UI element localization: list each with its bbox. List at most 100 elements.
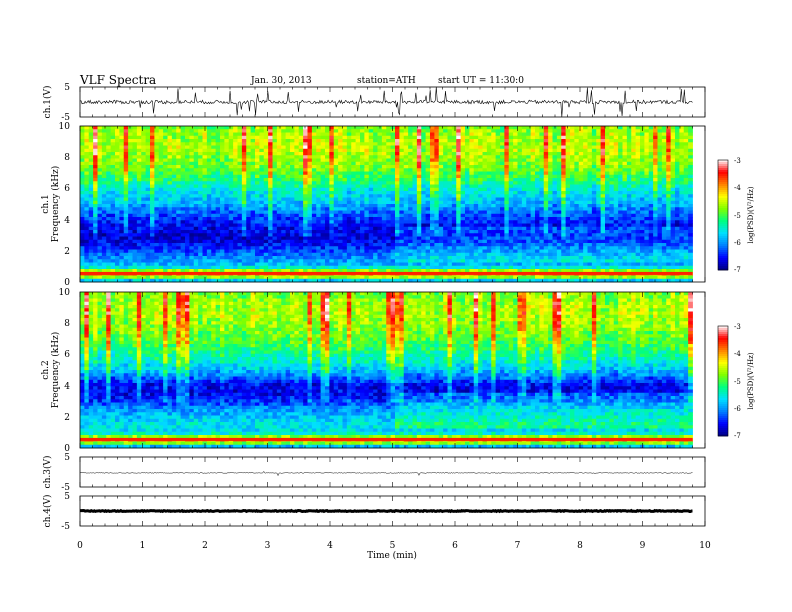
- spectrogram-cell: [473, 174, 479, 179]
- spectrogram-cell: [237, 259, 243, 263]
- spectrogram-cell: [298, 217, 304, 221]
- spectrogram-cell: [220, 139, 225, 143]
- spectrogram-cell: [338, 187, 343, 192]
- spectrogram-cell: [233, 223, 238, 228]
- spectrogram-cell: [154, 226, 160, 231]
- spectrogram-cell: [215, 142, 221, 146]
- spectrogram-cell: [526, 171, 532, 176]
- spectrogram-cell: [465, 148, 470, 153]
- spectrogram-cell: [508, 275, 514, 280]
- spectrogram-cell: [298, 220, 304, 224]
- spectrogram-cell: [408, 129, 413, 133]
- spectrogram-cell: [486, 259, 492, 263]
- spectrogram-cell: [447, 174, 453, 179]
- spectrogram-cell: [473, 217, 479, 221]
- spectrogram-cell: [171, 152, 177, 156]
- spectrogram-cell: [447, 278, 453, 283]
- spectrogram-cell: [430, 184, 435, 189]
- spectrogram-cell: [106, 220, 112, 224]
- spectrogram-cell: [311, 139, 317, 143]
- spectrogram-cell: [399, 275, 405, 280]
- spectrogram-cell: [526, 204, 532, 208]
- spectrogram-cell: [390, 246, 396, 250]
- spectrogram-cell: [434, 171, 440, 176]
- spectrogram-cell: [521, 126, 527, 130]
- spectrogram-cell: [93, 132, 98, 137]
- spectrogram-cell: [320, 243, 326, 247]
- spectrogram-cell: [447, 129, 453, 133]
- spectrogram-cell: [263, 191, 269, 195]
- spectrogram-cell: [311, 213, 317, 218]
- spectrogram-cell: [220, 148, 225, 153]
- spectrogram-cell: [198, 236, 203, 241]
- spectrogram-cell: [255, 152, 260, 156]
- spectrogram-cell: [425, 210, 431, 215]
- spectrogram-cell: [320, 191, 326, 195]
- spectrogram-cell: [285, 259, 291, 263]
- spectrogram-cell: [93, 246, 98, 250]
- spectrogram-cell: [469, 152, 475, 156]
- spectrogram-cell: [368, 210, 374, 215]
- spectrogram-cell: [132, 213, 138, 218]
- spectrogram-cell: [206, 217, 212, 221]
- spectrogram-cell: [368, 129, 374, 133]
- spectrogram-cell: [469, 204, 475, 208]
- spectrogram-cell: [504, 135, 510, 140]
- spectrogram-cell: [298, 200, 304, 205]
- spectrogram-cell: [447, 200, 453, 205]
- spectrogram-cell: [224, 246, 230, 250]
- spectrogram-cell: [456, 259, 462, 263]
- spectrogram-cell: [495, 226, 501, 231]
- spectrogram-cell: [438, 155, 444, 159]
- spectrogram-cell: [198, 184, 203, 189]
- start-time-label: start UT = 11:30:0: [438, 76, 524, 86]
- spectrogram-cell: [154, 152, 160, 156]
- spectrogram-cell: [311, 129, 317, 133]
- spectrogram-cell: [198, 129, 203, 133]
- spectrogram-cell: [176, 259, 182, 263]
- spectrogram-cell: [176, 197, 182, 202]
- spectrogram-cell: [119, 278, 125, 283]
- spectrogram-cell: [80, 265, 85, 270]
- spectrogram-cell: [377, 249, 383, 254]
- spectrogram-cell: [154, 184, 160, 189]
- spectrogram-cell: [185, 204, 190, 208]
- spectrogram-cell: [504, 226, 510, 231]
- spectrogram-cell: [132, 181, 138, 185]
- spectrogram-cell: [508, 278, 514, 283]
- spectrogram-cell: [211, 249, 217, 254]
- spectrogram-cell: [285, 152, 291, 156]
- spectrogram-cell: [325, 269, 330, 273]
- spectrogram-cell: [408, 174, 413, 179]
- spectrogram-cell: [307, 243, 313, 247]
- spectrogram-cell: [390, 269, 396, 273]
- spectrogram-cell: [255, 129, 260, 133]
- spectrogram-cell: [338, 243, 343, 247]
- spectrogram-cell: [246, 155, 252, 159]
- spectrogram-cell: [351, 217, 357, 221]
- spectrogram-cell: [88, 230, 94, 234]
- spectrogram-cell: [460, 220, 466, 224]
- spectrogram-cell: [189, 171, 195, 176]
- spectrogram-cell: [101, 233, 107, 237]
- spectrogram-cell: [154, 126, 160, 130]
- spectrogram-cell: [451, 178, 457, 182]
- spectrogram-cell: [342, 187, 348, 192]
- spectrogram-cell: [338, 269, 343, 273]
- spectrogram-cell: [521, 145, 527, 150]
- spectrogram-cell: [425, 194, 431, 198]
- spectrogram-cell: [473, 256, 479, 260]
- spectrogram-cell: [469, 223, 475, 228]
- spectrogram-cell: [421, 204, 427, 208]
- spectrogram-cell: [303, 249, 308, 254]
- spectrogram-cell: [386, 207, 392, 211]
- spectrogram-cell: [307, 233, 313, 237]
- spectrogram-cell: [80, 174, 85, 179]
- spectrogram-cell: [329, 213, 335, 218]
- spectrogram-cell: [272, 126, 278, 130]
- spectrogram-cell: [399, 148, 405, 153]
- spectrogram-cell: [434, 249, 440, 254]
- spectrogram-cell: [281, 194, 287, 198]
- spectrogram-cell: [294, 145, 300, 150]
- spectrogram-cell: [167, 217, 173, 221]
